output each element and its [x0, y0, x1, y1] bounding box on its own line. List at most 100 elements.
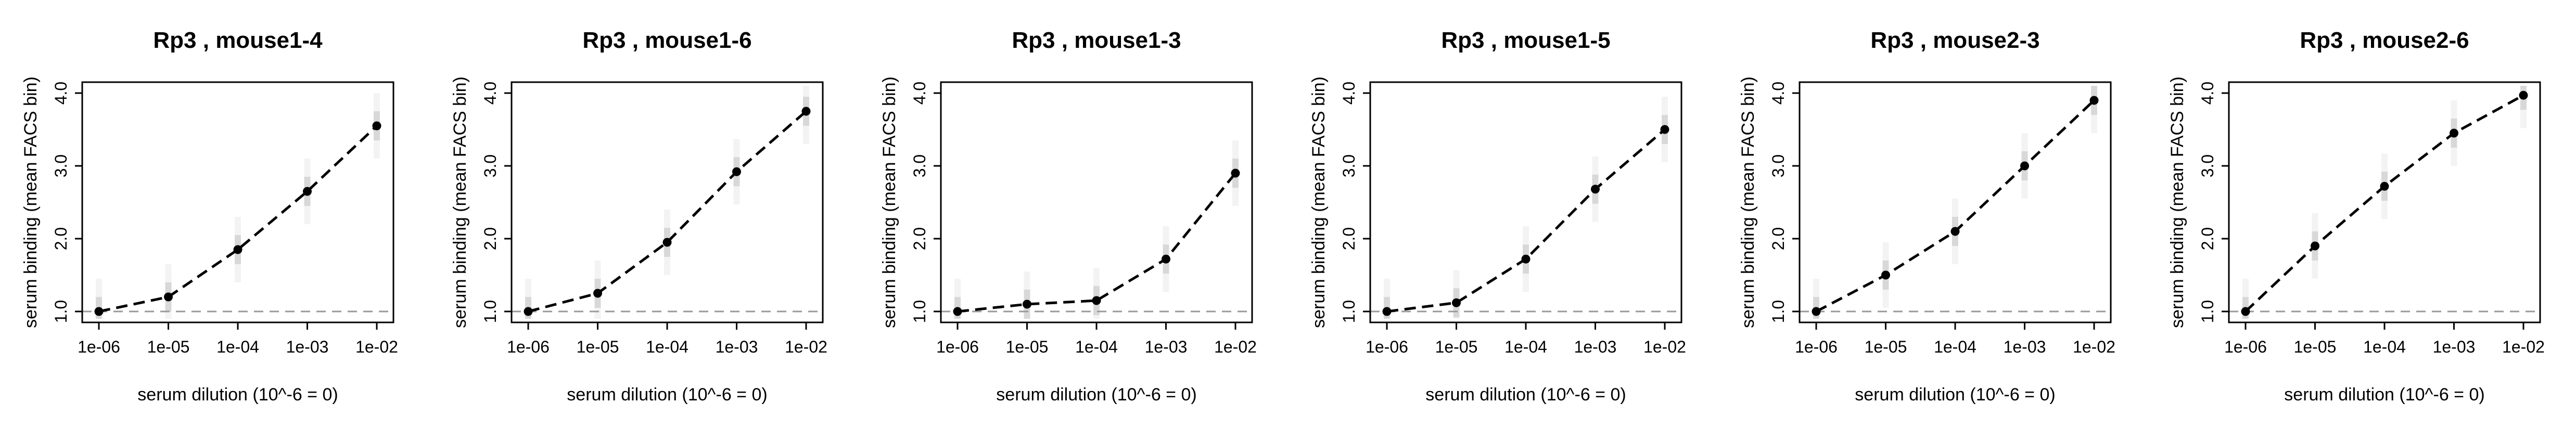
series-line — [528, 110, 807, 313]
x-tick-label: 1e-03 — [716, 337, 758, 356]
x-tick-label: 1e-04 — [1504, 337, 1547, 356]
y-tick-label: 3.0 — [1340, 154, 1358, 177]
y-tick-label: 4.0 — [1340, 82, 1358, 105]
y-axis-label: serum binding (mean FACS bin) — [879, 76, 899, 328]
distribution-band — [1093, 268, 1100, 319]
data-point — [1452, 298, 1461, 307]
x-tick-label: 1e-03 — [2004, 337, 2046, 356]
y-tick-label: 3.0 — [52, 154, 70, 177]
x-tick-label: 1e-04 — [2363, 337, 2406, 356]
plot-frame — [81, 81, 394, 323]
chart-title: Rp3 , mouse2-3 — [1870, 28, 2039, 53]
data-point — [2519, 90, 2528, 100]
y-tick-label: 2.0 — [52, 227, 70, 250]
y-tick-label: 3.0 — [2198, 154, 2217, 177]
data-point — [2089, 96, 2099, 105]
chart-title: Rp3 , mouse2-6 — [2300, 28, 2469, 53]
x-axis-label: serum dilution (10^-6 = 0) — [1425, 385, 1626, 405]
data-point — [164, 292, 173, 302]
data-point — [1231, 168, 1240, 178]
data-point — [1812, 307, 1821, 316]
y-tick-label: 1.0 — [52, 300, 70, 323]
data-point — [233, 245, 243, 254]
data-point — [1521, 254, 1531, 264]
x-tick-label: 1e-06 — [507, 337, 550, 356]
x-tick-label: 1e-03 — [1145, 337, 1188, 356]
data-point — [303, 187, 312, 196]
y-axis-label: serum binding (mean FACS bin) — [1738, 76, 1758, 328]
data-point — [2380, 181, 2389, 191]
y-tick-label: 1.0 — [910, 300, 929, 323]
x-axis-label: serum dilution (10^-6 = 0) — [137, 385, 338, 405]
data-point — [1950, 227, 1960, 236]
data-point — [94, 307, 104, 316]
data-point — [2241, 307, 2250, 316]
y-axis-label: serum binding (mean FACS bin) — [21, 76, 41, 328]
x-tick-label: 1e-05 — [577, 337, 619, 356]
y-tick-label: 3.0 — [910, 154, 929, 177]
x-tick-label: 1e-02 — [1643, 337, 1686, 356]
x-tick-label: 1e-03 — [286, 337, 329, 356]
x-tick-label: 1e-06 — [1795, 337, 1838, 356]
data-point — [1591, 185, 1600, 194]
data-point — [2311, 241, 2319, 251]
x-tick-label: 1e-05 — [1865, 337, 1907, 356]
y-tick-label: 2.0 — [910, 227, 929, 250]
data-point — [1023, 300, 1031, 309]
y-tick-label: 4.0 — [52, 82, 70, 105]
y-tick-label: 2.0 — [481, 227, 500, 250]
y-tick-label: 1.0 — [1340, 300, 1358, 323]
y-tick-label: 4.0 — [2198, 82, 2217, 105]
data-point — [953, 307, 962, 316]
x-axis-label: serum dilution (10^-6 = 0) — [2284, 385, 2484, 405]
x-tick-label: 1e-02 — [355, 337, 398, 356]
data-point — [732, 167, 741, 176]
x-tick-label: 1e-03 — [1574, 337, 1617, 356]
data-point — [593, 289, 602, 298]
data-point — [662, 238, 672, 247]
chart-panel: Rp3 , mouse1-5 1e-06 1e-05 1e-04 1e-03 1e-02 1… — [1309, 28, 1686, 405]
chart-panel: Rp3 , mouse2-3 1e-06 1e-05 1e-04 1e-03 1e-02 1… — [1738, 28, 2115, 405]
y-axis-label: serum binding (mean FACS bin) — [1309, 76, 1329, 328]
x-tick-label: 1e-06 — [78, 337, 120, 356]
data-point — [372, 121, 381, 131]
data-point — [2020, 161, 2029, 171]
chart-panel: Rp3 , mouse1-3 1e-06 1e-05 1e-04 1e-03 1e-02 1… — [879, 28, 1257, 405]
y-tick-label: 2.0 — [1769, 227, 1788, 250]
x-tick-label: 1e-04 — [646, 337, 688, 356]
chart-panel: Rp3 , mouse2-6 1e-06 1e-05 1e-04 1e-03 1e-02 1… — [2167, 28, 2545, 405]
y-tick-label: 1.0 — [2198, 300, 2217, 323]
x-axis-label: serum dilution (10^-6 = 0) — [996, 385, 1196, 405]
x-tick-label: 1e-02 — [1214, 337, 1257, 356]
x-tick-label: 1e-04 — [216, 337, 259, 356]
chart-panel: Rp3 , mouse1-4 1e-06 1e-05 1e-04 1e-03 1e-02 1… — [21, 28, 398, 405]
distribution-band — [165, 264, 172, 319]
x-axis-label: serum dilution (10^-6 = 0) — [1855, 385, 2055, 405]
series-line — [957, 172, 1236, 313]
x-tick-label: 1e-02 — [785, 337, 827, 356]
y-tick-label: 4.0 — [910, 82, 929, 105]
x-tick-label: 1e-05 — [147, 337, 190, 356]
x-tick-label: 1e-05 — [1435, 337, 1478, 356]
x-tick-label: 1e-04 — [1934, 337, 1976, 356]
data-point — [1092, 296, 1101, 305]
x-axis-label: serum dilution (10^-6 = 0) — [567, 385, 767, 405]
data-point — [1881, 270, 1890, 280]
y-tick-label: 3.0 — [1769, 154, 1788, 177]
y-tick-label: 4.0 — [1769, 82, 1788, 105]
y-axis-label: serum binding (mean FACS bin) — [450, 76, 470, 328]
x-tick-label: 1e-02 — [2073, 337, 2115, 356]
data-point — [524, 307, 533, 316]
chart-title: Rp3 , mouse1-4 — [153, 28, 323, 53]
data-point — [1162, 254, 1170, 264]
x-tick-label: 1e-06 — [2224, 337, 2267, 356]
y-tick-label: 2.0 — [2198, 227, 2217, 250]
plot-frame — [511, 81, 824, 323]
y-tick-label: 3.0 — [481, 154, 500, 177]
y-axis-label: serum binding (mean FACS bin) — [2167, 76, 2187, 328]
x-tick-label: 1e-04 — [1075, 337, 1118, 356]
x-tick-label: 1e-05 — [2294, 337, 2337, 356]
data-point — [1382, 307, 1392, 316]
y-tick-label: 1.0 — [1769, 300, 1788, 323]
chart-title: Rp3 , mouse1-6 — [582, 28, 751, 53]
